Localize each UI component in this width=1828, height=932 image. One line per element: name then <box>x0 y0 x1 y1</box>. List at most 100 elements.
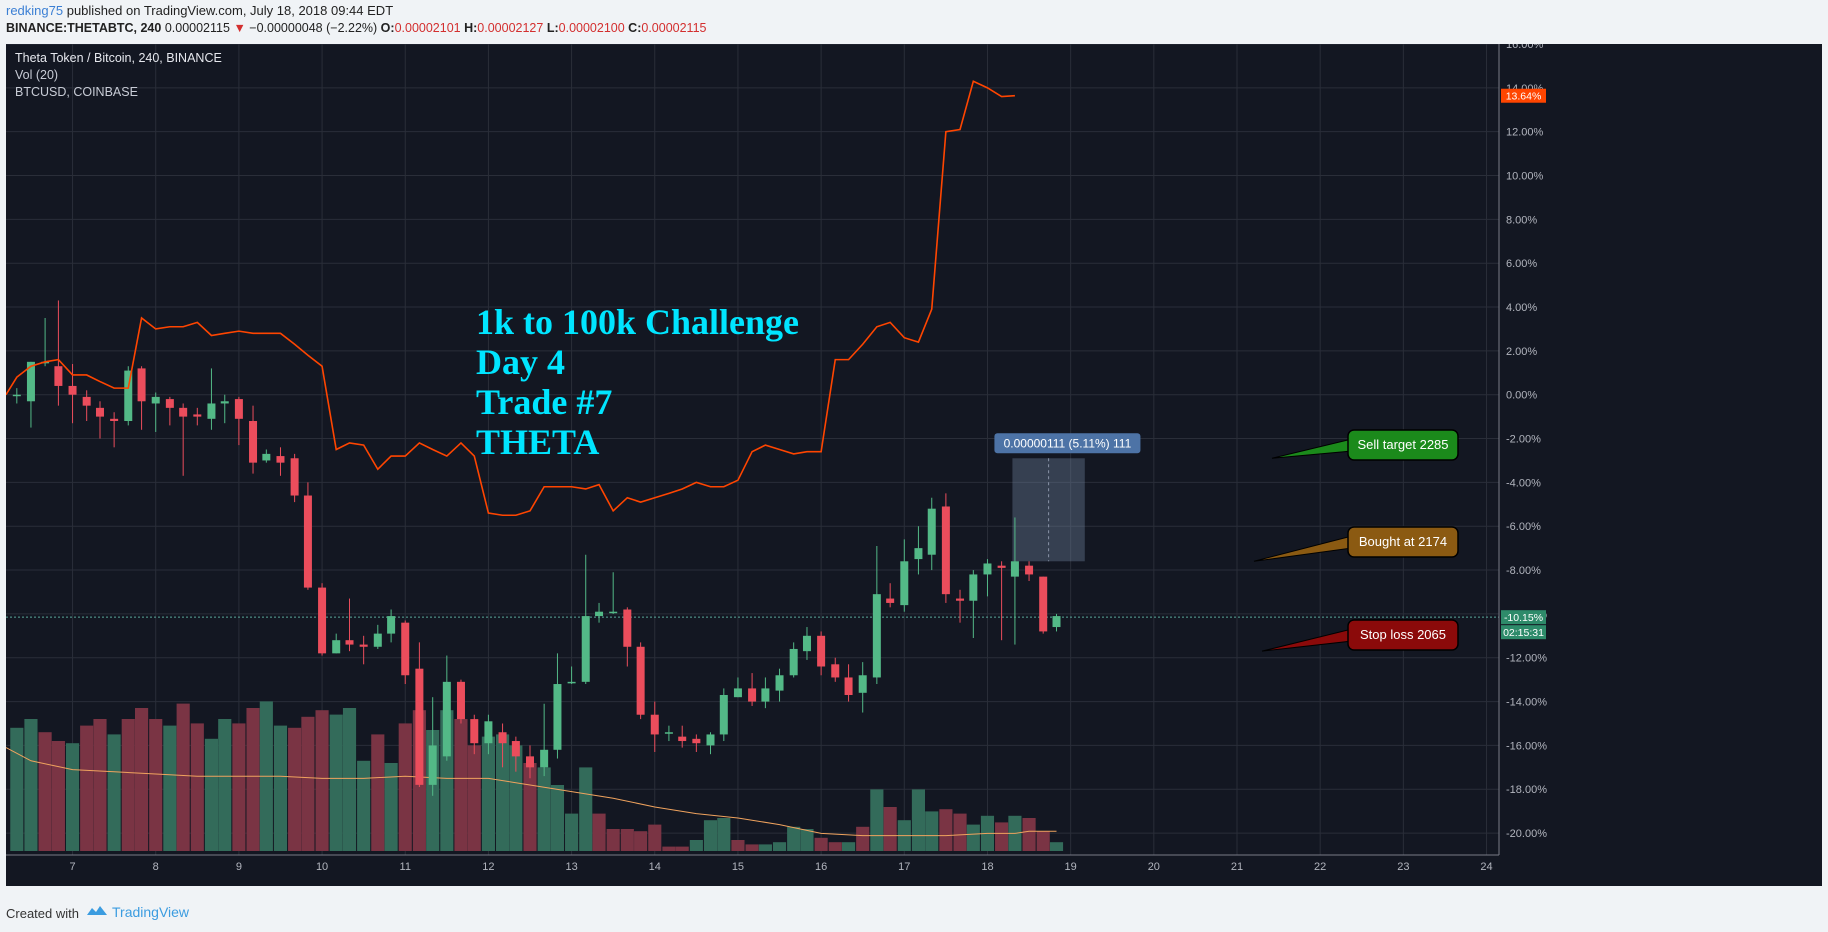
author-link[interactable]: redking75 <box>6 3 64 18</box>
candle-body[interactable] <box>428 745 437 785</box>
candle-body[interactable] <box>54 366 63 386</box>
candle-body[interactable] <box>415 668 424 785</box>
legend-symbol[interactable]: Theta Token / Bitcoin, 240, BINANCE <box>15 51 222 65</box>
tradingview-logo-icon[interactable] <box>86 904 108 918</box>
candle-body[interactable] <box>872 594 881 678</box>
candle-body[interactable] <box>12 394 21 397</box>
stop-loss-callout[interactable]: Stop loss 2065 <box>1360 627 1446 642</box>
x-tick-label: 9 <box>236 861 242 873</box>
publish-info: published on TradingView.com, July 18, 2… <box>63 3 394 18</box>
candle-body[interactable] <box>303 495 312 588</box>
candle-body[interactable] <box>844 677 853 695</box>
candle-body[interactable] <box>1010 561 1019 577</box>
candle-body[interactable] <box>526 756 535 768</box>
candle-body[interactable] <box>26 361 35 402</box>
price-chart[interactable]: 16.00%14.00%12.00%10.00%8.00%6.00%4.00%2… <box>6 44 1822 886</box>
candle-body[interactable] <box>220 401 229 404</box>
candle-body[interactable] <box>332 640 341 654</box>
candle-body[interactable] <box>207 403 216 419</box>
candle-body[interactable] <box>706 734 715 746</box>
candle-body[interactable] <box>956 598 965 601</box>
volume-bar <box>939 809 953 851</box>
candle-body[interactable] <box>692 738 701 744</box>
candle-body[interactable] <box>775 675 784 691</box>
candle-body[interactable] <box>165 399 174 408</box>
title-line-1: 1k to 100k Challenge <box>476 302 800 342</box>
candle-body[interactable] <box>387 616 396 634</box>
candle-body[interactable] <box>567 681 576 684</box>
candle-body[interactable] <box>498 732 507 744</box>
candle-body[interactable] <box>262 453 271 461</box>
candle-body[interactable] <box>124 370 133 422</box>
candle-body[interactable] <box>817 635 826 667</box>
candle-body[interactable] <box>234 399 243 419</box>
candle-body[interactable] <box>789 648 798 676</box>
candle-body[interactable] <box>137 368 146 402</box>
bought-callout[interactable]: Bought at 2174 <box>1359 534 1447 549</box>
candle-body[interactable] <box>1052 616 1061 628</box>
volume-bar <box>371 734 385 851</box>
candle-body[interactable] <box>858 675 867 693</box>
candle-body[interactable] <box>623 609 632 647</box>
candle-body[interactable] <box>151 396 160 404</box>
btcusd-line[interactable] <box>6 80 1015 517</box>
candle-body[interactable] <box>68 385 77 395</box>
candle-body[interactable] <box>650 714 659 735</box>
candle-body[interactable] <box>664 732 673 734</box>
candle-body[interactable] <box>941 506 950 595</box>
candle-body[interactable] <box>900 561 909 606</box>
candle-body[interactable] <box>179 407 188 417</box>
legend-volume[interactable]: Vol (20) <box>15 68 59 82</box>
candle-body[interactable] <box>318 587 327 654</box>
candle-body[interactable] <box>1039 576 1048 632</box>
candle-body[interactable] <box>927 508 936 555</box>
y-tick-label: -2.00% <box>1506 434 1541 446</box>
measure-box[interactable] <box>1012 458 1085 562</box>
legend-compare[interactable]: BTCUSD, COINBASE <box>15 85 138 99</box>
candle-body[interactable] <box>553 684 562 750</box>
candle-body[interactable] <box>761 688 770 702</box>
sell-target-callout-bg[interactable] <box>1347 429 1459 461</box>
candle-body[interactable] <box>511 741 520 757</box>
candle-body[interactable] <box>831 664 840 678</box>
candle-body[interactable] <box>401 622 410 676</box>
candle-body[interactable] <box>748 688 757 702</box>
candle-body[interactable] <box>1025 565 1034 575</box>
candle-body[interactable] <box>193 414 202 417</box>
candle-body[interactable] <box>595 611 604 617</box>
candle-body[interactable] <box>802 635 811 652</box>
candle-body[interactable] <box>345 640 354 645</box>
candle-body[interactable] <box>540 749 549 768</box>
candle-body[interactable] <box>733 688 742 698</box>
sell-target-callout[interactable]: Sell target 2285 <box>1357 437 1448 452</box>
candle-body[interactable] <box>914 548 923 560</box>
stop-loss-callout-bg[interactable] <box>1347 619 1459 651</box>
candle-body[interactable] <box>636 646 645 715</box>
tradingview-link[interactable]: TradingView <box>112 904 190 920</box>
candle-body[interactable] <box>581 616 590 682</box>
candle-body[interactable] <box>290 458 299 496</box>
candle-body[interactable] <box>249 421 258 463</box>
candle-body[interactable] <box>484 721 493 744</box>
candle-body[interactable] <box>719 694 728 735</box>
x-tick-label: 8 <box>153 861 159 873</box>
candle-body[interactable] <box>886 598 895 603</box>
candle-body[interactable] <box>373 633 382 647</box>
chart-panel[interactable]: 16.00%14.00%12.00%10.00%8.00%6.00%4.00%2… <box>6 44 1822 886</box>
bought-callout-bg[interactable] <box>1347 526 1459 558</box>
candle-body[interactable] <box>359 644 368 647</box>
candle-body[interactable] <box>95 407 104 417</box>
volume-bar <box>10 727 24 851</box>
candle-body[interactable] <box>276 456 285 463</box>
candle-body[interactable] <box>609 611 618 614</box>
candle-body[interactable] <box>997 565 1006 568</box>
candle-body[interactable] <box>456 681 465 720</box>
candle-body[interactable] <box>969 574 978 601</box>
candle-body[interactable] <box>110 418 119 422</box>
candle-body[interactable] <box>82 396 91 406</box>
last-price-badge: -10.15% <box>1504 612 1543 624</box>
candle-body[interactable] <box>442 681 451 757</box>
candle-body[interactable] <box>678 736 687 742</box>
candle-body[interactable] <box>983 563 992 575</box>
candle-body[interactable] <box>470 719 479 744</box>
